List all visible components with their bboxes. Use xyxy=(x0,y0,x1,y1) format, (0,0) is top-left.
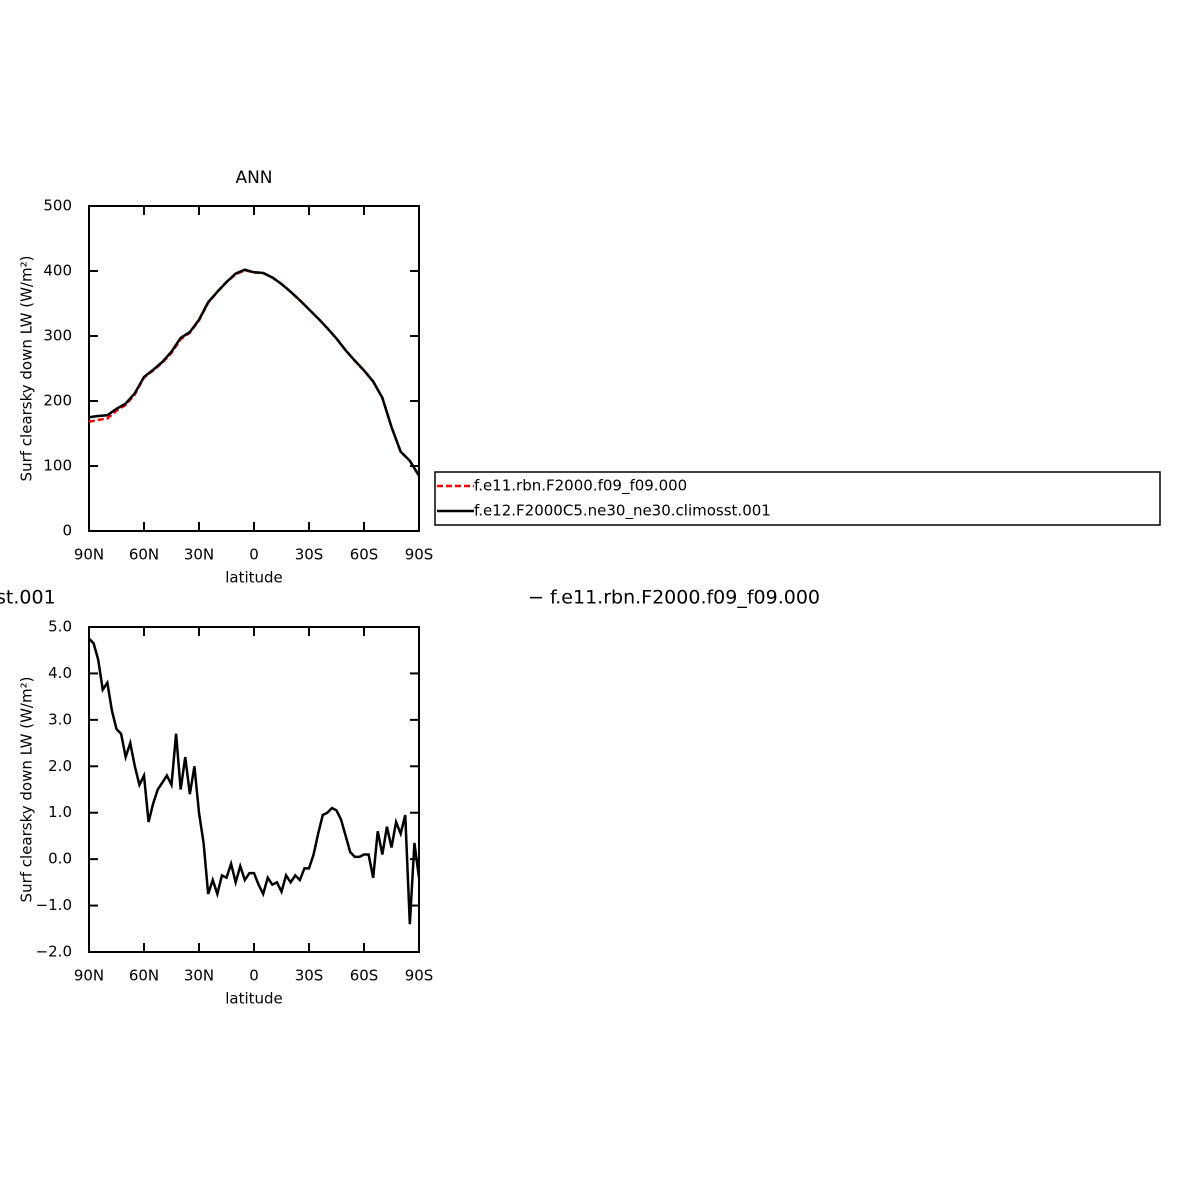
x-tick-label: 30S xyxy=(295,967,324,985)
annotation: st.001 xyxy=(0,587,56,609)
y-tick-label: 3.0 xyxy=(48,710,72,728)
y-tick-label: −2.0 xyxy=(36,943,72,961)
y-tick-label: 0 xyxy=(62,522,72,540)
y-tick-label: 300 xyxy=(43,327,72,345)
y-tick-label: 0.0 xyxy=(48,850,72,868)
y-tick-label: 2.0 xyxy=(48,757,72,775)
x-tick-label: 60N xyxy=(129,546,159,564)
x-tick-label: 60S xyxy=(350,546,379,564)
y-tick-label: 1.0 xyxy=(48,803,72,821)
x-tick-label: 0 xyxy=(249,546,259,564)
x-tick-label: 60N xyxy=(129,967,159,985)
y-tick-label: 100 xyxy=(43,457,72,475)
x-axis-label: latitude xyxy=(225,569,283,587)
x-tick-label: 60S xyxy=(350,967,379,985)
series-line xyxy=(88,269,421,477)
y-tick-label: 500 xyxy=(43,197,72,215)
legend-box xyxy=(434,471,1161,526)
chart-title: ANN xyxy=(235,168,272,188)
y-tick-label: 4.0 xyxy=(48,664,72,682)
y-tick-label: 5.0 xyxy=(48,618,72,636)
y-tick-label: 400 xyxy=(43,262,72,280)
x-tick-label: 90N xyxy=(74,546,104,564)
series-line xyxy=(88,637,421,925)
x-tick-label: 30S xyxy=(295,546,324,564)
plot-frame xyxy=(88,205,420,532)
x-tick-label: 90S xyxy=(405,546,434,564)
x-tick-label: 30N xyxy=(184,546,214,564)
y-tick-label: −1.0 xyxy=(36,896,72,914)
plot-frame xyxy=(88,626,420,953)
x-tick-label: 90S xyxy=(405,967,434,985)
x-tick-label: 90N xyxy=(74,967,104,985)
y-tick-label: 200 xyxy=(43,392,72,410)
annotation: − f.e11.rbn.F2000.f09_f09.000 xyxy=(528,587,820,609)
legend-label: f.e12.F2000C5.ne30_ne30.climosst.001 xyxy=(474,502,771,521)
x-axis-label: latitude xyxy=(225,990,283,1008)
legend-label: f.e11.rbn.F2000.f09_f09.000 xyxy=(474,477,687,496)
y-axis-label: Surf clearsky down LW (W/m²) xyxy=(18,256,36,482)
series-line xyxy=(88,268,421,477)
x-tick-label: 30N xyxy=(184,967,214,985)
x-tick-label: 0 xyxy=(249,967,259,985)
y-axis-label: Surf clearsky down LW (W/m²) xyxy=(18,677,36,903)
